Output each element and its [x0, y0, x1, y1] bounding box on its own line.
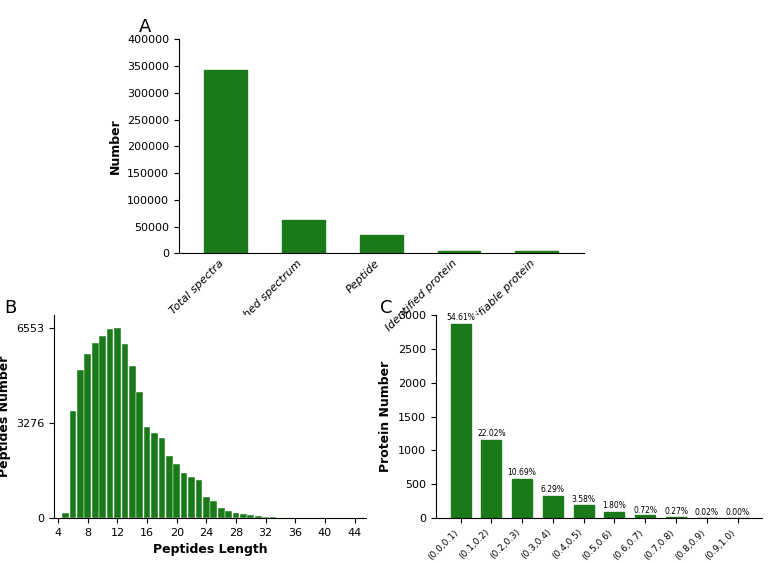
- Text: 0.00%: 0.00%: [726, 508, 750, 517]
- Bar: [129, 366, 135, 518]
- Bar: [262, 517, 269, 518]
- Bar: [180, 473, 187, 518]
- Bar: [204, 70, 247, 253]
- Bar: [151, 432, 158, 518]
- Text: A: A: [138, 18, 151, 36]
- Bar: [255, 516, 261, 518]
- Bar: [159, 439, 165, 518]
- Bar: [240, 515, 247, 518]
- Bar: [121, 344, 128, 518]
- Bar: [226, 511, 232, 518]
- Text: 1.80%: 1.80%: [602, 501, 626, 510]
- Text: 0.02%: 0.02%: [695, 508, 719, 517]
- X-axis label: Peptides Length: Peptides Length: [152, 543, 268, 556]
- Bar: [92, 343, 99, 518]
- Bar: [62, 513, 69, 518]
- Bar: [512, 479, 532, 518]
- Bar: [85, 354, 91, 518]
- Text: 3.58%: 3.58%: [572, 494, 596, 503]
- Bar: [77, 370, 84, 518]
- Text: 22.02%: 22.02%: [477, 429, 506, 438]
- Bar: [233, 512, 240, 518]
- Bar: [516, 251, 559, 253]
- Bar: [482, 440, 501, 518]
- Bar: [605, 512, 625, 518]
- Bar: [218, 508, 225, 518]
- Bar: [666, 517, 686, 518]
- Bar: [573, 505, 594, 518]
- Text: 54.61%: 54.61%: [446, 314, 475, 323]
- Bar: [144, 427, 150, 518]
- Bar: [173, 464, 180, 518]
- Bar: [359, 235, 403, 253]
- Bar: [437, 251, 480, 253]
- Bar: [166, 455, 173, 518]
- Bar: [247, 515, 254, 518]
- Y-axis label: Number: Number: [109, 118, 121, 175]
- Text: C: C: [380, 299, 393, 317]
- Text: 10.69%: 10.69%: [508, 468, 537, 477]
- Bar: [70, 411, 76, 518]
- Bar: [543, 495, 563, 518]
- Bar: [188, 477, 194, 518]
- Bar: [100, 336, 106, 518]
- Bar: [282, 220, 325, 253]
- Bar: [450, 324, 471, 518]
- Y-axis label: Protein Number: Protein Number: [380, 361, 392, 472]
- Bar: [107, 329, 114, 518]
- Bar: [114, 328, 121, 518]
- Y-axis label: Peptides Number: Peptides Number: [0, 356, 11, 477]
- Bar: [136, 392, 143, 518]
- Bar: [210, 501, 217, 518]
- Text: 0.72%: 0.72%: [633, 506, 657, 515]
- Text: 0.27%: 0.27%: [664, 507, 688, 516]
- Bar: [635, 515, 655, 518]
- Text: B: B: [5, 299, 17, 317]
- Text: 6.29%: 6.29%: [541, 485, 565, 494]
- Bar: [203, 497, 210, 518]
- Bar: [195, 480, 202, 518]
